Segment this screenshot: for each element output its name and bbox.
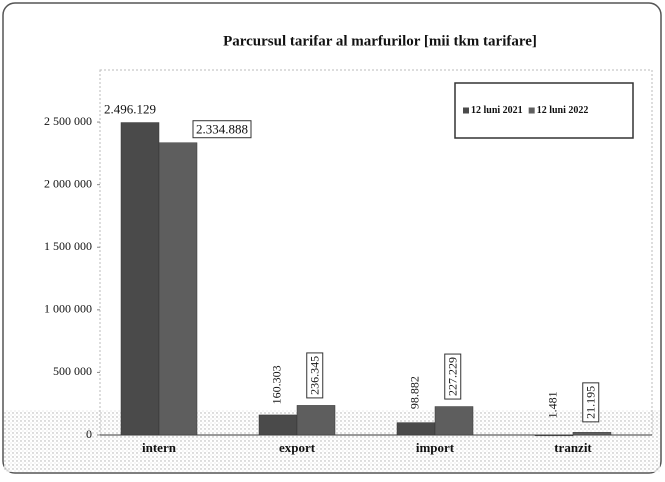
y-tick-label: 500 000 xyxy=(53,364,92,378)
bar xyxy=(258,414,298,436)
chart-title: Parcursul tarifar al marfurilor [mii tkm… xyxy=(223,33,537,49)
bar xyxy=(396,422,436,436)
y-tick-label: 2 000 000 xyxy=(44,176,92,190)
value-label: 98.882 xyxy=(408,376,422,409)
bar xyxy=(434,406,474,436)
legend-swatch xyxy=(463,107,469,114)
legend-label: 12 luni 2021 xyxy=(471,105,523,116)
x-tick-label: intern xyxy=(142,440,177,455)
value-label: 160.303 xyxy=(270,365,284,404)
legend-box xyxy=(454,82,634,139)
value-label: 236.345 xyxy=(308,356,322,395)
bar xyxy=(120,122,160,436)
value-label-box xyxy=(306,352,324,399)
bar xyxy=(158,142,198,436)
value-label: 1.481 xyxy=(546,391,560,418)
y-tick-label: 1 500 000 xyxy=(44,239,92,253)
value-label-box xyxy=(192,120,252,139)
x-tick-label: export xyxy=(279,440,316,455)
chart-frame xyxy=(2,2,662,474)
value-label: 2.496.129 xyxy=(104,102,156,117)
legend-label: 12 luni 2022 xyxy=(537,105,589,116)
value-label: 227.229 xyxy=(446,357,460,396)
x-tick-label: tranzit xyxy=(554,440,592,455)
y-tick-label: 2 500 000 xyxy=(44,114,92,128)
value-label-box xyxy=(582,382,600,423)
bar xyxy=(534,434,574,437)
x-tick-label: import xyxy=(416,440,455,455)
y-tick-label: 1 000 000 xyxy=(44,302,92,316)
value-label-box xyxy=(444,353,462,400)
bar xyxy=(296,405,336,436)
value-label: 21.195 xyxy=(584,386,598,419)
value-label: 2.334.888 xyxy=(196,122,248,137)
y-tick-label: 0 xyxy=(86,427,92,441)
legend-swatch xyxy=(528,107,535,114)
bar xyxy=(572,432,612,436)
